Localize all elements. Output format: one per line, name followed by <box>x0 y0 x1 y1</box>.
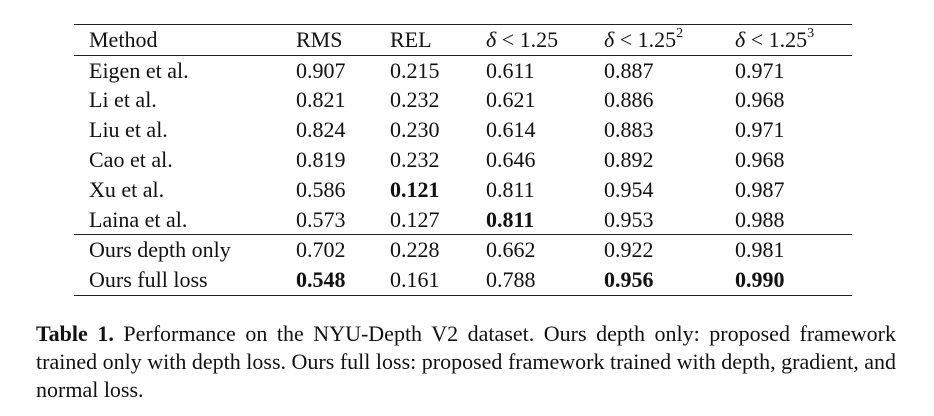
delta-exponent: 3 <box>807 25 815 41</box>
cell-d3: 0.987 <box>735 176 785 202</box>
cell-d3: 0.981 <box>735 234 852 266</box>
cell-rms: 0.548 <box>296 265 390 296</box>
cell-d2: 0.953 <box>604 206 654 232</box>
cell-rms: 0.819 <box>296 147 346 173</box>
cell-d1: 0.662 <box>486 234 604 266</box>
header-delta-3: δ < 1.253 <box>735 24 852 56</box>
cell-rms: 0.907 <box>296 57 346 83</box>
cell-rel: 0.232 <box>390 147 440 173</box>
cell-d2: 0.887 <box>604 57 654 83</box>
cell-d3: 0.988 <box>735 206 785 232</box>
cell-d1: 0.788 <box>486 265 604 296</box>
cell-rel: 0.230 <box>390 117 440 143</box>
delta-threshold: < 1.25 <box>619 27 677 52</box>
cell-d2: 0.922 <box>604 234 735 266</box>
delta-threshold: < 1.25 <box>501 27 559 52</box>
table-row: Laina et al. 0.573 0.127 0.811 0.953 0.988 <box>74 204 852 234</box>
cell-method: Xu et al. <box>89 176 165 202</box>
cell-d2: 0.956 <box>604 265 735 296</box>
table-row: Ours depth only 0.702 0.228 0.662 0.922 0.981 <box>74 234 852 266</box>
cell-rel: 0.121 <box>390 176 440 202</box>
cell-method: Cao et al. <box>89 147 173 173</box>
cell-d3: 0.968 <box>735 87 785 113</box>
cell-d3: 0.971 <box>735 117 785 143</box>
cell-rms: 0.586 <box>296 176 346 202</box>
table-caption: Table 1. Performance on the NYU-Depth V2… <box>36 320 896 404</box>
table-row: Ours full loss 0.548 0.161 0.788 0.956 0.990 <box>74 265 852 296</box>
delta-threshold: < 1.25 <box>750 27 808 52</box>
cell-d2: 0.883 <box>604 117 654 143</box>
table-row: Cao et al. 0.819 0.232 0.646 0.892 0.968 <box>74 145 852 175</box>
header-rms: RMS <box>296 24 390 56</box>
header-delta-2: δ < 1.252 <box>604 24 735 56</box>
cell-method: Laina et al. <box>89 206 188 232</box>
table-row: Liu et al. 0.824 0.230 0.614 0.883 0.971 <box>74 115 852 145</box>
caption-label: Table 1. <box>36 321 114 346</box>
delta-symbol: δ <box>486 27 497 52</box>
cell-rms: 0.702 <box>296 234 390 266</box>
table-row: Xu et al. 0.586 0.121 0.811 0.954 0.987 <box>74 175 852 205</box>
cell-d2: 0.886 <box>604 87 654 113</box>
header-method: Method <box>74 24 296 56</box>
cell-method: Eigen et al. <box>89 57 189 83</box>
cell-method: Li et al. <box>89 87 157 113</box>
cell-rel: 0.127 <box>390 206 440 232</box>
cell-rms: 0.824 <box>296 117 346 143</box>
header-rel: REL <box>390 24 486 56</box>
cell-rel: 0.228 <box>390 234 486 266</box>
caption-text: Performance on the NYU-Depth V2 dataset.… <box>36 321 897 402</box>
our-methods-group: Ours depth only 0.702 0.228 0.662 0.922 0.981… <box>74 234 852 296</box>
header-delta-1: δ < 1.25 <box>486 24 604 56</box>
results-table-container: Method RMS REL δ < 1.25 δ < 1.252 δ < 1.… <box>74 24 852 296</box>
cell-d1: 0.611 <box>486 57 535 83</box>
results-table: Method RMS REL δ < 1.25 δ < 1.252 δ < 1.… <box>74 24 852 296</box>
delta-symbol: δ <box>604 27 615 52</box>
cell-rel: 0.161 <box>390 265 486 296</box>
cell-d1: 0.621 <box>486 87 536 113</box>
cell-d1: 0.811 <box>486 176 535 202</box>
cell-d3: 0.968 <box>735 147 785 173</box>
delta-exponent: 2 <box>676 25 684 41</box>
table-header-row: Method RMS REL δ < 1.25 δ < 1.252 δ < 1.… <box>74 24 852 56</box>
cell-d3: 0.990 <box>735 265 852 296</box>
baseline-methods-group: Eigen et al. 0.907 0.215 0.611 0.887 0.971 Li … <box>74 55 852 235</box>
cell-d2: 0.892 <box>604 147 654 173</box>
cell-method: Liu et al. <box>89 117 168 143</box>
table-row: Li et al. 0.821 0.232 0.621 0.886 0.968 <box>74 85 852 115</box>
cell-rms: 0.821 <box>296 87 346 113</box>
cell-rel: 0.215 <box>390 57 440 83</box>
cell-d1: 0.811 <box>486 206 535 232</box>
table-row: Eigen et al. 0.907 0.215 0.611 0.887 0.971 <box>74 55 852 85</box>
cell-method: Ours full loss <box>74 265 296 296</box>
cell-method: Ours depth only <box>74 234 296 266</box>
cell-d1: 0.646 <box>486 147 536 173</box>
cell-d1: 0.614 <box>486 117 536 143</box>
cell-d3: 0.971 <box>735 57 785 83</box>
cell-d2: 0.954 <box>604 176 654 202</box>
delta-symbol: δ <box>735 27 746 52</box>
cell-rel: 0.232 <box>390 87 440 113</box>
cell-rms: 0.573 <box>296 206 346 232</box>
